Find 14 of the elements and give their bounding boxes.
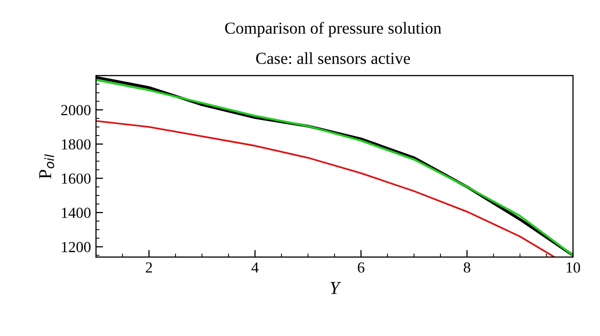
x-tick-label: 8 <box>464 262 470 273</box>
x-tick-label: 2 <box>146 262 152 272</box>
chart-subtitle: Case: all sensors active <box>256 52 410 64</box>
y-tick-label: 1600 <box>62 173 91 184</box>
y-tick-label: 1200 <box>62 242 91 252</box>
y-tick-label: 2000 <box>61 104 91 116</box>
chart-title: Comparison of pressure solution <box>225 22 442 38</box>
x-axis-title: Y <box>330 282 342 294</box>
y-axis-title: P$_{oil}$ <box>39 154 54 179</box>
x-tick-label: 10 <box>566 262 580 273</box>
x-tick-label: 6 <box>358 262 364 273</box>
y-tick-label: 1800 <box>62 139 91 150</box>
x-tick-label: 4 <box>251 262 259 272</box>
y-tick-label: 1400 <box>62 208 91 218</box>
